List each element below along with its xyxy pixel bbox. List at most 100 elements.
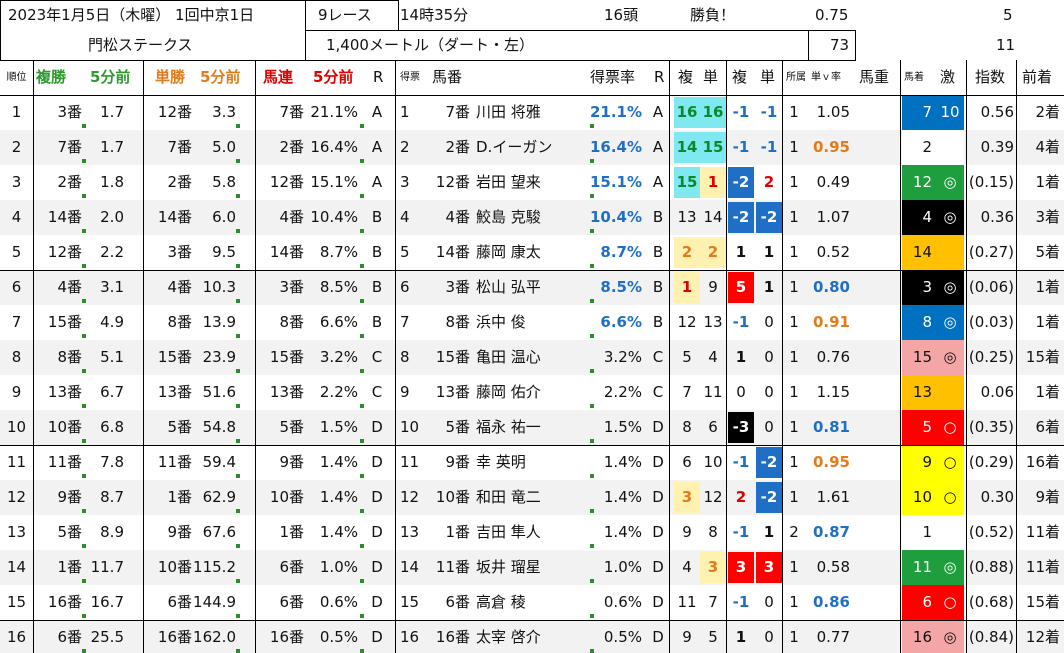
cell-diff-15: -2 [728, 167, 754, 198]
cell-tansho-horse: 1番 [167, 488, 192, 506]
col-tanritsu: 単ｖ率 [811, 72, 841, 83]
trend-marker [590, 229, 594, 233]
cell-vote-rate: 8.5% [600, 278, 642, 296]
cell-vote-rank: D [652, 558, 664, 576]
cell-tansho-odds: 23.9 [202, 348, 236, 366]
cell-vote-rank-14: 11 [703, 383, 723, 401]
cell-vote-rate: 3.2% [603, 348, 642, 366]
cell-affiliation: 1 [789, 348, 799, 366]
cell-geki-mark: ○ [936, 410, 964, 445]
table-row: 3 2番 1.8 2番 5.8 12番 15.1% A 3 12番 岩田 望来 15.1% A 1 0.49… [0, 165, 1064, 200]
col-fukusho-time: 5分前 [90, 68, 131, 86]
cell-horse-finish: 10 [902, 480, 936, 515]
cell-affiliation: 1 [789, 418, 799, 436]
cell-vote-rate: 1.0% [603, 558, 642, 576]
cell-diff-16: 0 [764, 313, 774, 331]
cell-geki-mark [936, 515, 964, 550]
cell-tansho-horse: 10番 [157, 558, 192, 576]
table-row: 13 5番 8.9 9番 67.6 1番 1.4% D 13 1番 吉田 隼人 1.4% D 2 0.87(… [0, 515, 1064, 550]
cell-horse-finish: 3 [902, 270, 936, 305]
trend-marker [82, 614, 86, 618]
cell-vote-rank-14: 16 [700, 97, 726, 128]
cell-prev-finish: 15着 [1025, 593, 1060, 611]
cell-affiliation: 1 [789, 103, 799, 121]
cell-diff-15: 5 [728, 272, 754, 303]
header-race: 9レース [318, 6, 372, 24]
cell-fukusho-odds: 2.2 [100, 243, 124, 261]
col-fuku: 複 [678, 68, 694, 86]
cell-vote-rank-13: 15 [674, 167, 700, 198]
table-row: 9 13番 6.7 13番 51.6 13番 2.2% C 9 13番 藤岡 佑介 2.2% C 1 1.1… [0, 375, 1064, 410]
cell-index: (0.52) [968, 523, 1014, 541]
cell-tan-ratio: 1.15 [816, 383, 850, 401]
cell-horse-finish: 16 [902, 620, 936, 653]
cell-geki-mark: ○ [936, 445, 964, 480]
cell-vote-rank: D [652, 523, 664, 541]
cell-fukusho-odds: 4.9 [100, 313, 124, 331]
cell-affiliation: 1 [789, 173, 799, 191]
cell-diff-16: 0 [764, 383, 774, 401]
cell-vote-rate: 1.4% [603, 523, 642, 541]
table-row: 7 15番 4.9 8番 13.9 8番 6.6% B 7 8番 浜中 俊 6.6% B 1 0.91 (0.… [0, 305, 1064, 340]
cell-tansho-odds: 67.6 [202, 523, 236, 541]
cell-vote-rate: 1.4% [603, 453, 642, 471]
cell-vote-rank-13: 11 [677, 593, 697, 611]
cell-horse-finish: 13 [902, 375, 936, 410]
trend-marker [236, 299, 240, 303]
cell-jockey: 川田 将雅 [476, 103, 541, 121]
cell-diff-16: 1 [763, 278, 775, 296]
cell-affiliation: 2 [789, 523, 799, 541]
cell-tansho-odds: 5.8 [212, 173, 236, 191]
cell-affiliation: 1 [789, 628, 799, 646]
cell-umaren-rate: 3.2% [319, 348, 358, 366]
cell-vote-rank-14: 12 [703, 488, 723, 506]
cell-geki-mark: ◎ [936, 305, 964, 340]
cell-fukusho-odds: 1.7 [100, 103, 124, 121]
cell-vote-rank-14: 15 [700, 132, 726, 163]
cell-tansho-horse: 15番 [157, 348, 192, 366]
col-fuku2: 複 [732, 68, 748, 86]
header-val3: 11 [996, 36, 1016, 54]
grid-line [33, 60, 34, 653]
trend-marker [236, 544, 240, 548]
cell-tan-ratio: 0.86 [812, 593, 850, 611]
cell-tansho-horse: 2番 [167, 173, 192, 191]
header-val2: 5 [1003, 6, 1013, 24]
cell-horse-number: 8番 [445, 313, 470, 331]
cell-vote-rank-13: 3 [674, 482, 700, 513]
trend-marker [82, 194, 86, 198]
cell-vote-seq: 2 [400, 138, 410, 156]
cell-diff-16: 1 [763, 523, 775, 541]
cell-jockey: 太宰 啓介 [476, 628, 541, 646]
cell-tansho-odds: 6.0 [212, 208, 236, 226]
table-row: 1 3番 1.7 12番 3.3 7番 21.1% A 1 7番 川田 将雅 21.1% A 1 1.05 0… [0, 95, 1064, 130]
cell-fukusho-odds: 2.0 [100, 208, 124, 226]
cell-vote-rate: 2.2% [603, 383, 642, 401]
cell-horse-number: 4番 [445, 208, 470, 226]
header-frame [0, 0, 306, 61]
cell-umaren-rank: B [371, 313, 383, 331]
cell-affiliation: 1 [789, 558, 799, 576]
cell-umaren-horse: 2番 [279, 138, 304, 156]
cell-umaren-rank: B [371, 208, 383, 226]
cell-prev-finish: 4着 [1035, 138, 1060, 156]
cell-affiliation: 1 [789, 278, 799, 296]
cell-diff-15: 3 [728, 552, 754, 583]
cell-horse-finish: 4 [902, 200, 936, 235]
trend-marker [360, 614, 364, 618]
cell-index: 0.36 [980, 208, 1014, 226]
trend-marker [590, 369, 594, 373]
cell-vote-rank-13: 8 [682, 418, 692, 436]
cell-fukusho-horse: 9番 [57, 488, 82, 506]
trend-marker [360, 159, 364, 163]
trend-marker [360, 474, 364, 478]
cell-umaren-rate: 21.1% [310, 103, 358, 121]
trend-marker [236, 509, 240, 513]
cell-vote-rate: 15.1% [589, 173, 642, 191]
cell-vote-rank-14: 10 [703, 453, 723, 471]
cell-affiliation: 1 [789, 138, 799, 156]
col-umaren-time: 5分前 [313, 68, 354, 86]
trend-marker [590, 404, 594, 408]
trend-marker [236, 614, 240, 618]
cell-tan-ratio: 0.81 [812, 418, 850, 436]
